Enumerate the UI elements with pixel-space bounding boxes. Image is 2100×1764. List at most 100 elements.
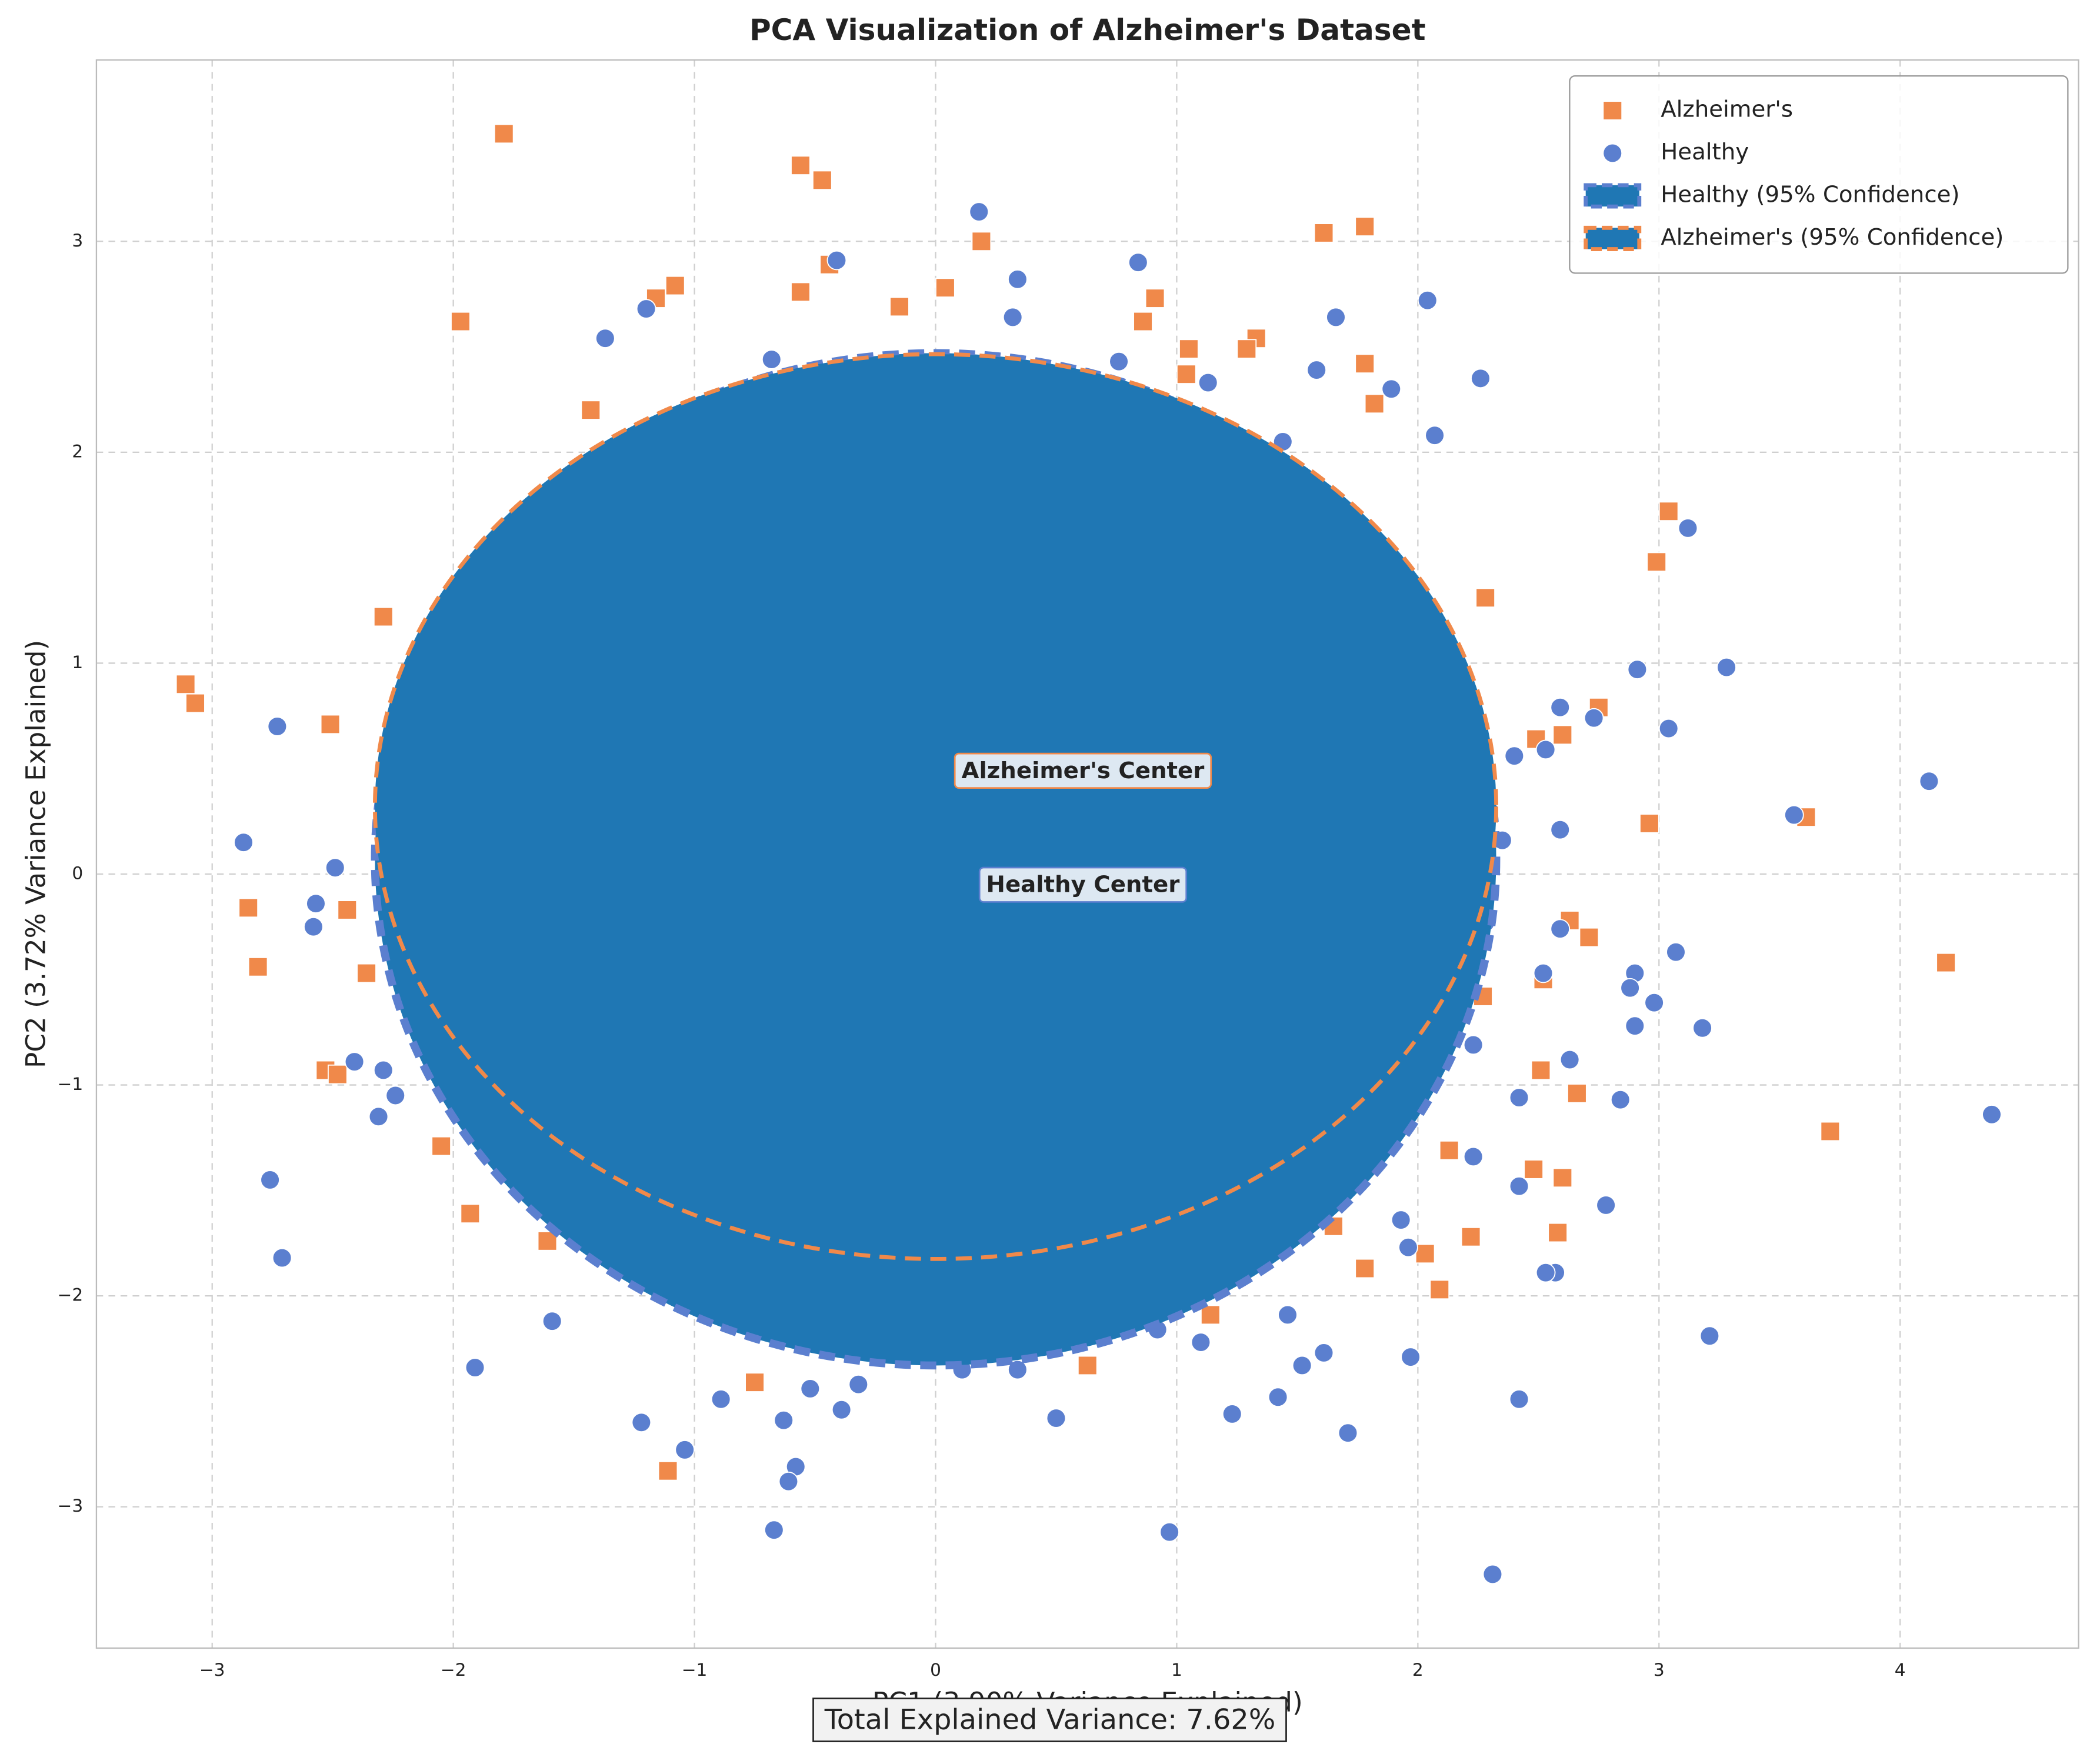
point <box>1552 1168 1573 1188</box>
point <box>1364 394 1385 414</box>
point <box>675 1440 695 1460</box>
point <box>1278 1305 1298 1325</box>
annotation-box <box>954 752 1212 789</box>
chart-title: PCA Visualization of Alzheimer's Dataset <box>749 13 1426 47</box>
point <box>272 1248 292 1268</box>
point <box>1439 1140 1459 1161</box>
y-tick-label: 1 <box>72 652 83 672</box>
x-tick-label: −3 <box>199 1660 225 1680</box>
point <box>1666 942 1686 962</box>
point <box>1524 1159 1544 1179</box>
point <box>1625 1016 1645 1036</box>
point <box>1306 360 1327 380</box>
plot-area: Healthy Center Alzheimer's Center <box>175 124 2002 1585</box>
footer: Total Explained Variance: 7.62% <box>812 1698 1287 1742</box>
point <box>1658 718 1679 739</box>
point <box>1222 1404 1242 1424</box>
point <box>971 231 992 252</box>
y-tick-label: −3 <box>58 1496 84 1516</box>
point <box>1550 697 1571 718</box>
point <box>460 1203 481 1224</box>
x-tick-label: 0 <box>930 1660 941 1680</box>
point <box>248 957 268 977</box>
point <box>1646 552 1667 572</box>
point <box>1482 1564 1503 1585</box>
point <box>1678 518 1698 538</box>
point <box>889 296 909 317</box>
point <box>320 714 341 735</box>
point <box>1415 1243 1435 1264</box>
point <box>969 202 989 222</box>
point <box>778 1471 799 1492</box>
point <box>831 1399 852 1420</box>
series <box>175 124 1956 1481</box>
point <box>595 328 615 348</box>
point <box>581 400 601 420</box>
point <box>636 299 656 319</box>
point <box>1579 927 1599 948</box>
point <box>826 250 847 271</box>
point <box>1133 311 1153 332</box>
point <box>368 1106 389 1127</box>
y-tick-label: 3 <box>72 231 83 251</box>
point <box>1504 746 1525 766</box>
point <box>1461 1226 1481 1247</box>
footer-box <box>812 1698 1287 1742</box>
point <box>1200 1305 1221 1325</box>
point <box>1550 919 1571 939</box>
axes: −3 −2 −1 0 1 2 3 4 −3 −2 −1 0 1 2 3 <box>58 231 1906 1680</box>
x-tick-label: 1 <box>1171 1660 1182 1680</box>
x-tick-label: 4 <box>1895 1660 1906 1680</box>
point <box>234 832 254 852</box>
y-tick-label: −2 <box>58 1285 84 1305</box>
point <box>1584 708 1604 728</box>
point <box>1919 771 1939 791</box>
point <box>1292 1355 1312 1376</box>
point <box>304 916 324 937</box>
point <box>306 893 326 913</box>
x-tick-label: 3 <box>1654 1660 1665 1680</box>
point <box>791 282 811 302</box>
point <box>337 900 358 920</box>
point <box>344 1052 365 1072</box>
point <box>1326 307 1346 328</box>
point <box>1159 1522 1179 1542</box>
point <box>1429 1279 1450 1300</box>
point <box>1176 364 1196 384</box>
point <box>1548 1222 1568 1243</box>
point <box>1535 1262 1556 1283</box>
point <box>935 278 955 298</box>
point <box>1002 307 1023 328</box>
point <box>1314 1343 1334 1363</box>
point <box>1109 351 1129 372</box>
point <box>1639 813 1659 833</box>
point <box>665 275 685 296</box>
x-tick-label: 2 <box>1412 1660 1424 1680</box>
point <box>1191 1332 1211 1352</box>
point <box>373 606 394 627</box>
point <box>1550 819 1571 840</box>
point <box>1355 1258 1375 1279</box>
point <box>1463 1146 1484 1167</box>
legend-label: Alzheimer's <box>1661 96 1793 123</box>
point <box>1008 269 1028 289</box>
point <box>1314 223 1334 243</box>
point <box>1398 1237 1418 1258</box>
point <box>791 155 811 175</box>
point <box>267 716 288 736</box>
point <box>745 1372 765 1392</box>
point <box>260 1170 280 1190</box>
point <box>1355 354 1375 374</box>
point <box>1425 425 1445 445</box>
legend-patch <box>1584 225 1642 251</box>
series <box>234 202 2002 1585</box>
y-axis-label: PC2 (3.72% Variance Explained) <box>20 640 51 1068</box>
annotation-box <box>978 866 1188 903</box>
point <box>1644 992 1664 1013</box>
point <box>1509 1389 1529 1409</box>
point <box>764 1520 784 1540</box>
point <box>1596 1195 1616 1215</box>
point <box>1145 288 1165 308</box>
footer-text: Total Explained Variance: 7.62% <box>824 1704 1276 1736</box>
point <box>1552 725 1573 745</box>
